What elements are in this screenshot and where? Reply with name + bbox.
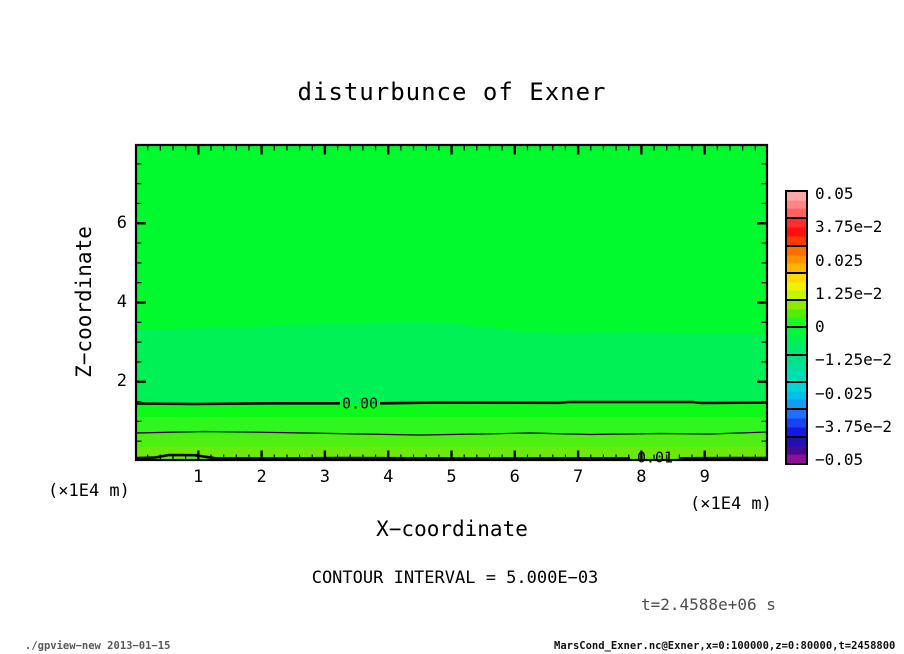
- y-tick-label: 4: [116, 292, 127, 312]
- x-axis-title: X−coordinate: [376, 517, 528, 541]
- colorbar-tick-label: 3.75e−2: [815, 217, 883, 237]
- colorbar-tick-label: 0: [815, 317, 825, 336]
- colorbar-segment: [787, 217, 806, 245]
- x-tick-label: 7: [572, 467, 584, 487]
- x-axis-unit-label: (×1E4 m): [690, 494, 772, 514]
- colorbar-segment: [787, 435, 806, 463]
- chart-title: disturbunce of Exner: [297, 78, 607, 106]
- colorbar-segment: [787, 408, 806, 436]
- colorbar-segment: [787, 299, 806, 327]
- contour-plot-canvas: 0.00 0.01: [134, 143, 769, 467]
- contour-interval-label: CONTOUR INTERVAL = 5.000E−03: [311, 568, 599, 588]
- x-tick-label: 5: [446, 467, 457, 487]
- x-tick-label: 2: [256, 467, 267, 487]
- x-tick-label: 8: [636, 467, 647, 487]
- x-tick-label: 9: [699, 467, 710, 487]
- x-tick-label: 1: [193, 467, 204, 487]
- colorbar-segment: [787, 271, 806, 300]
- footer-command-line: ./gpview−new 2013−01−15: [25, 640, 171, 652]
- colorbar-tick-label: −3.75e−2: [815, 416, 893, 436]
- colorbar-segment: [787, 353, 806, 382]
- x-tick-label: 6: [509, 467, 520, 487]
- y-axis-title: Z−coordinate: [72, 226, 96, 378]
- colorbar-tick-label: 0.025: [815, 250, 864, 270]
- colorbar-segment: [787, 326, 806, 354]
- y-tick-label: 2: [116, 371, 127, 392]
- colorbar-tick-label: 1.25e−2: [815, 283, 883, 303]
- y-axis-unit-label: (×1E4 m): [48, 481, 130, 501]
- colorbar-tick-label: −0.05: [815, 450, 864, 469]
- colorbar-tick-label: −0.025: [815, 383, 873, 403]
- time-label: t=2.4588e+06 s: [641, 595, 776, 614]
- contour-label-zero: 0.00: [342, 395, 378, 413]
- colorbar: [785, 190, 808, 465]
- colorbar-segment: [787, 381, 806, 409]
- x-tick-label: 3: [319, 467, 331, 487]
- footer-dataset-info: MarsCond_Exner.nc@Exner,x=0:100000,z=0:8…: [554, 640, 896, 652]
- contour-label-one: 0.01: [637, 449, 673, 467]
- y-tick-label: 6: [116, 212, 127, 233]
- colorbar-segment: [787, 244, 806, 272]
- colorbar-tick-label: −1.25e−2: [815, 350, 893, 370]
- x-tick-label: 4: [383, 467, 394, 487]
- colorbar-segment: [787, 192, 806, 218]
- colorbar-tick-label: 0.05: [815, 184, 854, 203]
